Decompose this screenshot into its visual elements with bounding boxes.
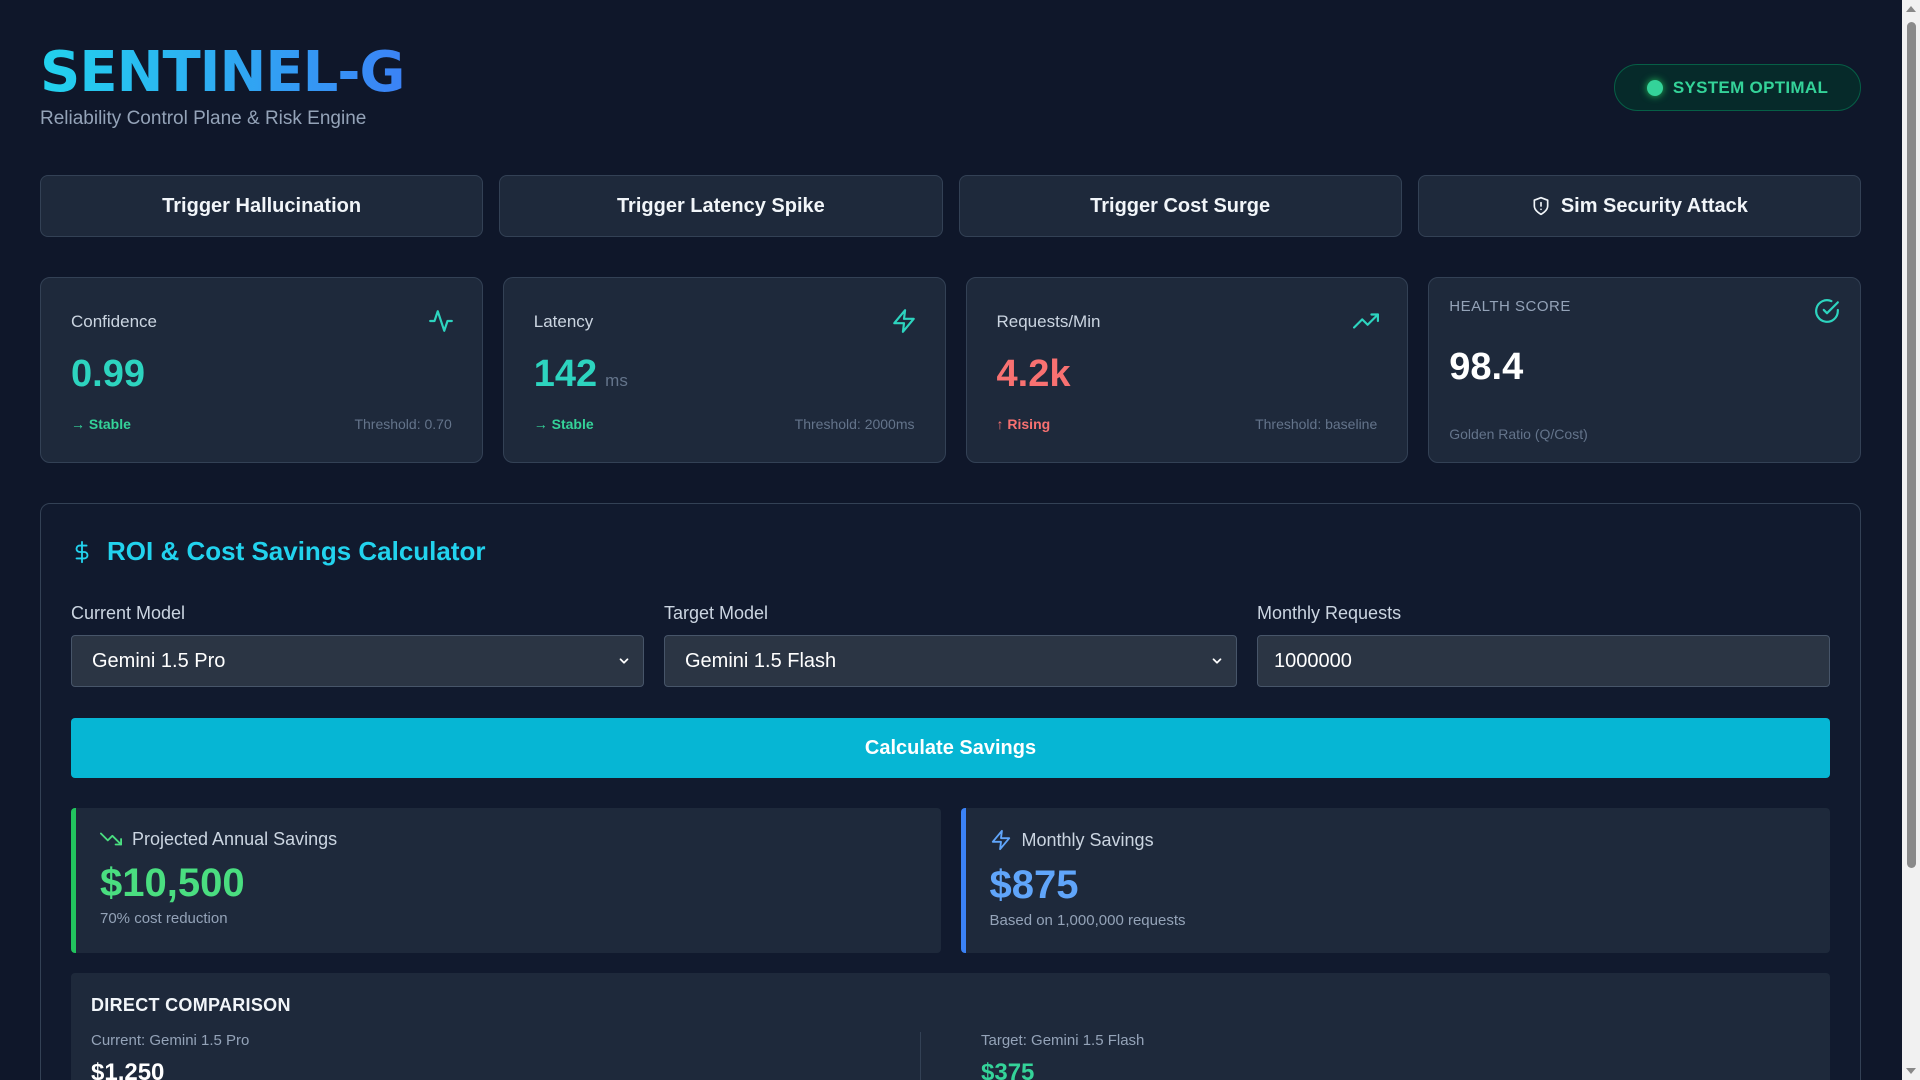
metric-label: Latency [533,312,594,331]
trigger-latency-spike-label: Trigger Latency Spike [616,194,825,217]
metric-footer: → Stable Threshold: 0.70 [71,416,452,432]
comparison-current-value: $1,250 [91,1059,165,1080]
roi-form: Current Model Gemini 1.5 Pro Target Mode… [71,603,1830,687]
comparison-current-label: Current: Gemini 1.5 Pro [91,1032,250,1049]
monthly-requests-group: Monthly Requests 1000000 [1257,603,1830,687]
current-model-label: Current Model [71,603,186,623]
monthly-savings-card: Monthly Savings $875 Based on 1,000,000 … [960,808,1830,953]
metric-label: Confidence [71,312,158,331]
sim-security-attack-label: Sim Security Attack [1560,194,1748,217]
chevron-down-icon [619,658,629,664]
metric-number: 142 [533,353,598,395]
trending-down-icon [100,832,122,846]
trigger-hallucination-button[interactable]: Trigger Hallucination [40,175,484,237]
metric-footer: ↑ Rising Threshold: baseline [997,416,1378,432]
trend-indicator: → Stable [533,416,594,432]
target-model-label: Target Model [664,603,769,623]
comparison-title: DIRECT COMPARISON [91,995,291,1015]
page-title: SENTINEL-G [40,40,405,105]
trend-indicator: ↑ Rising [996,416,1051,432]
page-scrollbar[interactable] [1902,0,1920,1080]
activity-icon [428,310,453,332]
monthly-requests-label: Monthly Requests [1257,603,1402,623]
annual-savings-header: Projected Annual Savings [100,828,917,850]
zap-icon [892,309,915,333]
monthly-savings-header: Monthly Savings [990,828,1807,852]
metric-value: 142 ms [534,352,915,403]
current-model-value: Gemini 1.5 Pro [92,649,226,672]
comparison-target: Target: Gemini 1.5 Flash $375 [920,1032,1810,1080]
dollar-icon [75,540,89,563]
annual-savings-sub: 70% cost reduction [100,910,228,927]
sim-security-attack-button[interactable]: Sim Security Attack [1417,175,1861,237]
annual-savings-value: $10,500 [100,861,245,905]
metric-value: 98.4 [1449,346,1524,388]
monthly-savings-value: $875 [989,863,1079,907]
scroll-up-icon[interactable] [1906,6,1916,12]
metric-card-health-score: HEALTH SCORE 98.4 Golden Ratio (Q/Cost) [1428,277,1861,463]
trigger-cost-surge-label: Trigger Cost Surge [1090,194,1271,217]
header: SENTINEL-G Reliability Control Plane & R… [40,40,1861,140]
zap-icon [991,829,1010,851]
target-model-group: Target Model Gemini 1.5 Flash [664,603,1237,687]
trending-up-icon [1353,313,1380,329]
dashboard: SENTINEL-G Reliability Control Plane & R… [40,40,1861,1080]
calculate-savings-button[interactable]: Calculate Savings [71,718,1830,778]
chevron-down-icon [1212,658,1222,664]
trend-indicator: → Stable [71,416,131,432]
metric-value: 4.2k [996,353,1071,395]
trigger-latency-spike-button[interactable]: Trigger Latency Spike [499,175,943,237]
annual-savings-label: Projected Annual Savings [132,828,338,849]
metric-card-confidence: Confidence 0.99 → Stable Threshold: 0.70 [40,277,483,463]
scroll-down-icon[interactable] [1906,1068,1916,1074]
threshold-text: Threshold: 0.70 [354,416,452,432]
comparison-current: Current: Gemini 1.5 Pro $1,250 [91,1032,920,1080]
metric-card-requests: Requests/Min 4.2k ↑ Rising Threshold: ba… [965,277,1409,463]
status-text: SYSTEM OPTIMAL [1672,77,1829,97]
roi-calculator: ROI & Cost Savings Calculator Current Mo… [40,503,1861,1080]
check-circle-icon [1815,299,1839,323]
metric-label: HEALTH SCORE [1449,298,1571,315]
metric-cards: Confidence 0.99 → Stable Threshold: 0.70… [40,277,1861,463]
monthly-savings-label: Monthly Savings [1021,829,1154,850]
metric-card-latency: Latency 142 ms → Stable Threshold: 2000ms [502,277,946,463]
scroll-thumb[interactable] [1907,22,1916,868]
target-model-value: Gemini 1.5 Flash [685,649,837,672]
brand: SENTINEL-G Reliability Control Plane & R… [40,40,1861,130]
annual-savings-card: Projected Annual Savings $10,500 70% cos… [71,808,941,953]
metric-value: 0.99 [71,353,145,395]
monthly-requests-input[interactable]: 1000000 [1257,635,1830,687]
comparison-columns: Current: Gemini 1.5 Pro $1,250 Target: G… [91,1032,1810,1080]
monthly-requests-value: 1000000 [1274,649,1352,672]
current-model-select[interactable]: Gemini 1.5 Pro [71,635,644,687]
savings-results: Projected Annual Savings $10,500 70% cos… [71,808,1830,953]
metric-label: Requests/Min [996,312,1101,331]
shield-icon [1533,196,1549,216]
trigger-bar: Trigger Hallucination Trigger Latency Sp… [40,175,1861,237]
comparison-target-value: $375 [981,1059,1035,1080]
page-subtitle: Reliability Control Plane & Risk Engine [40,108,367,129]
status-dot-icon [1646,79,1663,96]
trigger-cost-surge-button[interactable]: Trigger Cost Surge [958,175,1402,237]
target-model-select[interactable]: Gemini 1.5 Flash [664,635,1237,687]
status-badge: SYSTEM OPTIMAL [1614,64,1861,111]
comparison-target-label: Target: Gemini 1.5 Flash [981,1032,1145,1049]
trigger-hallucination-label: Trigger Hallucination [162,194,362,217]
threshold-text: Threshold: 2000ms [794,416,915,432]
threshold-text: Threshold: baseline [1255,416,1378,432]
roi-title-text: ROI & Cost Savings Calculator [107,536,486,566]
monthly-savings-sub: Based on 1,000,000 requests [989,912,1186,929]
health-footnote: Golden Ratio (Q/Cost) [1449,426,1588,442]
metric-unit: ms [605,371,628,390]
direct-comparison: DIRECT COMPARISON Current: Gemini 1.5 Pr… [71,973,1830,1080]
roi-title: ROI & Cost Savings Calculator [71,536,1830,567]
current-model-group: Current Model Gemini 1.5 Pro [71,603,644,687]
metric-footer: → Stable Threshold: 2000ms [534,416,915,432]
